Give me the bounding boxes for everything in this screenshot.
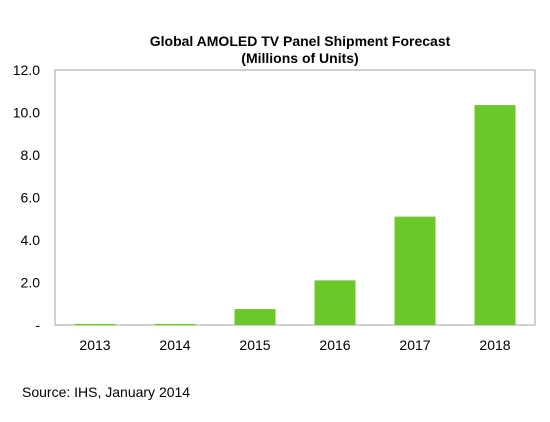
x-tick-label: 2018 xyxy=(479,337,510,353)
bars xyxy=(74,105,516,326)
y-tick-label: 8.0 xyxy=(21,147,41,163)
chart-title: Global AMOLED TV Panel Shipment Forecast xyxy=(150,33,451,49)
x-tick-label: 2014 xyxy=(159,337,190,353)
y-axis: - 2.0 4.0 6.0 8.0 10.0 12.0 xyxy=(13,62,41,333)
y-tick-label: 2.0 xyxy=(21,275,41,291)
y-tick-label: 6.0 xyxy=(21,190,41,206)
y-tick-label: 12.0 xyxy=(13,62,40,78)
x-tick-label: 2015 xyxy=(239,337,270,353)
bar-2018 xyxy=(474,105,516,325)
x-tick-label: 2016 xyxy=(319,337,350,353)
x-axis: 2013 2014 2015 2016 2017 2018 xyxy=(79,337,510,353)
source-note: Source: IHS, January 2014 xyxy=(22,384,191,400)
x-tick-label: 2017 xyxy=(399,337,430,353)
bar-2014 xyxy=(154,323,196,326)
bar-2013 xyxy=(74,323,116,326)
y-tick-label: 10.0 xyxy=(13,105,40,121)
chart-subtitle: (Millions of Units) xyxy=(241,50,358,66)
bar-2016 xyxy=(314,280,356,325)
x-tick-label: 2013 xyxy=(79,337,110,353)
bar-2017 xyxy=(394,216,436,325)
y-tick-label: 4.0 xyxy=(21,232,41,248)
y-tick-label: - xyxy=(35,317,40,333)
bar-2015 xyxy=(234,309,276,325)
plot-area-frame xyxy=(54,69,536,326)
